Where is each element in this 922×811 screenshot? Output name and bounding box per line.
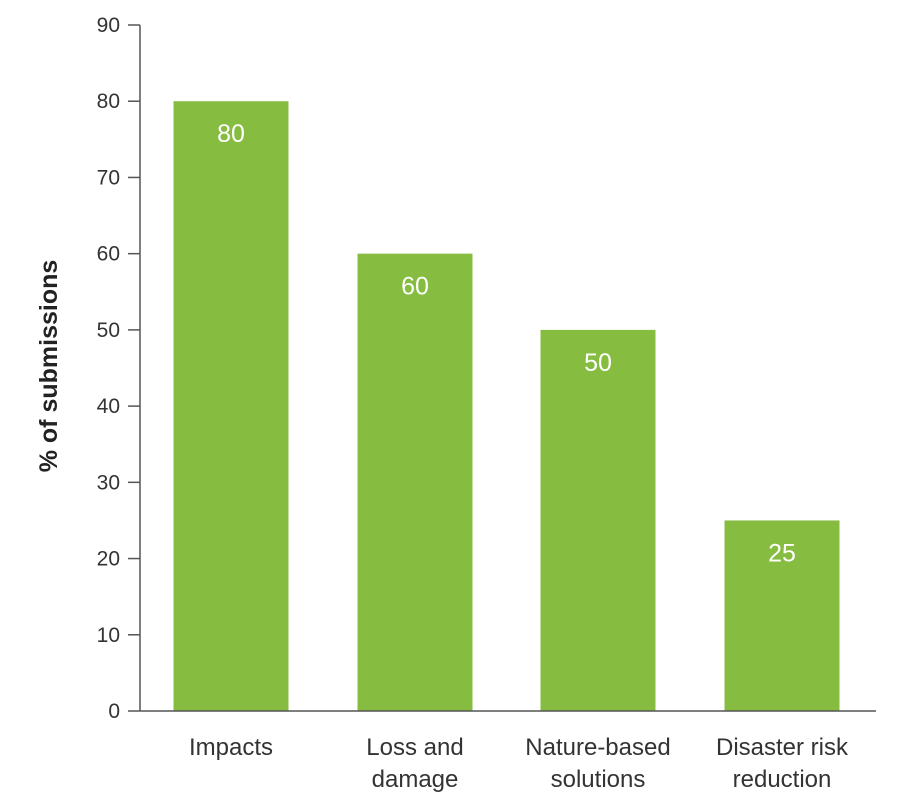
y-tick-label: 10: [97, 624, 120, 647]
data-label: 80: [217, 120, 245, 148]
data-label: 50: [584, 349, 612, 377]
y-axis-ticks: 0 10 20 30 40 50 60 70 80 90: [97, 14, 140, 723]
x-category-label-line: reduction: [733, 766, 832, 793]
y-tick-label: 20: [97, 548, 120, 571]
x-category-label-line: Loss and: [366, 734, 463, 761]
y-tick-label: 50: [97, 319, 120, 342]
x-category-label: Loss and damage: [366, 734, 463, 793]
y-tick-label: 90: [97, 14, 120, 37]
bar: [540, 329, 656, 711]
x-category-label-line: Impacts: [189, 734, 273, 761]
y-tick-label: 30: [97, 471, 120, 494]
x-category-label-line: damage: [372, 766, 459, 793]
y-tick-label: 60: [97, 243, 120, 266]
data-labels: 80 60 50 25: [217, 120, 796, 567]
x-category-label: Impacts: [189, 734, 273, 761]
x-category-label: Disaster risk reduction: [716, 734, 849, 793]
bars: [173, 101, 840, 711]
y-tick-label: 0: [108, 700, 120, 723]
y-tick-label: 40: [97, 395, 120, 418]
data-label: 25: [768, 539, 796, 567]
x-category-label: Nature-based solutions: [525, 734, 670, 793]
data-label: 60: [401, 273, 429, 301]
x-axis-labels: Impacts Loss and damage Nature-based solutio…: [189, 734, 849, 793]
bar: [357, 253, 473, 711]
x-category-label-line: Disaster risk: [716, 734, 849, 761]
y-tick-label: 70: [97, 166, 120, 189]
bar: [173, 101, 289, 711]
bar: [724, 520, 840, 711]
x-category-label-line: solutions: [551, 766, 646, 793]
x-category-label-line: Nature-based: [525, 734, 670, 761]
y-axis-title: % of submissions: [35, 260, 63, 473]
y-tick-label: 80: [97, 90, 120, 113]
